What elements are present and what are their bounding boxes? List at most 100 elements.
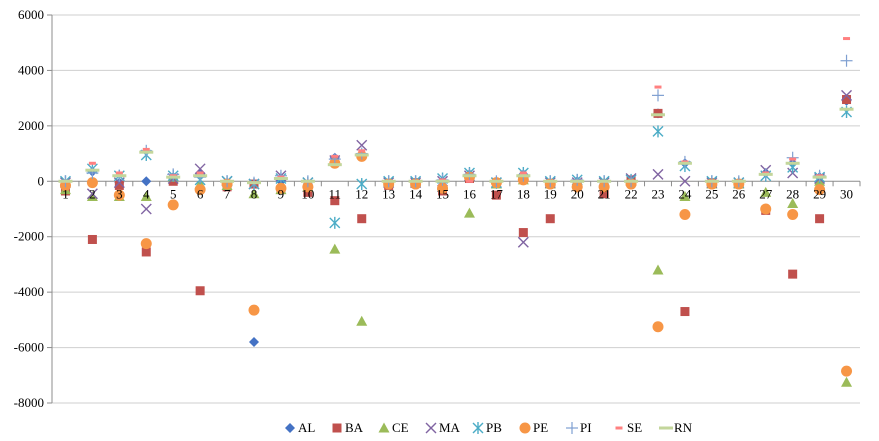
x-tick-label: 2 xyxy=(89,186,96,201)
data-point-rn xyxy=(435,179,450,183)
data-point-rn xyxy=(543,179,558,183)
data-point-ce xyxy=(463,207,475,218)
data-point-rn xyxy=(597,179,612,183)
data-point-se xyxy=(358,149,366,153)
x-tick-label: 7 xyxy=(224,186,231,201)
x-tick-label: 16 xyxy=(463,186,477,201)
x-tick-label: 1 xyxy=(62,186,69,201)
legend-marker-rn xyxy=(659,426,673,430)
data-point-rn xyxy=(570,179,585,183)
data-point-ba xyxy=(518,228,528,238)
legend-marker-ma xyxy=(425,422,437,434)
data-point-rn xyxy=(516,174,531,178)
legend-label-ba: BA xyxy=(345,420,364,435)
x-tick-label: 6 xyxy=(197,186,204,201)
marker-stroke xyxy=(841,89,853,101)
data-point-ba xyxy=(357,214,367,224)
marker-stroke xyxy=(86,188,98,200)
legend-marker-pb xyxy=(472,422,484,434)
x-tick-label: 17 xyxy=(490,186,504,201)
data-point-ba xyxy=(599,189,609,199)
legend: AL BA CE MA PB PE PI SE RN xyxy=(285,420,693,435)
data-point-pe xyxy=(86,177,98,189)
legend-marker-al xyxy=(285,423,295,433)
data-point-ba xyxy=(330,196,340,206)
data-point-se xyxy=(331,154,339,158)
legend-label-se: SE xyxy=(627,420,642,435)
legend-marker-ce xyxy=(378,422,390,433)
data-point-ce xyxy=(248,188,260,199)
data-point-se xyxy=(519,171,527,175)
data-point-pe xyxy=(113,189,125,201)
data-point-ba xyxy=(788,269,798,279)
x-tick-label: 12 xyxy=(355,186,368,201)
data-point-se xyxy=(843,37,851,41)
data-point-ma xyxy=(652,168,664,180)
y-tick-label: -4000 xyxy=(14,284,44,299)
data-point-pe xyxy=(167,199,179,211)
x-tick-label: 14 xyxy=(409,186,423,201)
data-point-pe xyxy=(437,182,449,194)
x-tick-label: 24 xyxy=(678,186,692,201)
data-point-al xyxy=(249,337,259,348)
data-points xyxy=(58,37,854,387)
data-point-rn xyxy=(85,168,100,172)
x-tick-label: 5 xyxy=(170,186,177,201)
y-tick-label: 2000 xyxy=(18,118,44,133)
data-point-pe xyxy=(841,365,853,377)
data-point-ce xyxy=(652,264,664,275)
data-point-se xyxy=(196,171,204,175)
legend-label-pb: PB xyxy=(486,420,502,435)
marker-stroke xyxy=(517,236,529,248)
data-point-ma xyxy=(679,175,691,187)
data-point-rn xyxy=(651,113,665,117)
data-point-se xyxy=(115,171,123,175)
data-point-rn xyxy=(300,179,315,183)
data-point-rn xyxy=(112,174,127,178)
data-point-rn xyxy=(489,179,504,183)
data-point-ce xyxy=(679,191,691,202)
data-point-pe xyxy=(194,184,206,196)
x-tick-label: 25 xyxy=(705,186,718,201)
legend-marker-pi xyxy=(566,422,578,434)
series-ba xyxy=(60,95,852,317)
data-point-ba xyxy=(545,214,555,224)
data-point-rn xyxy=(139,150,154,154)
legend-label-rn: RN xyxy=(674,420,693,435)
data-point-ce xyxy=(140,191,152,202)
series-pi xyxy=(59,54,853,189)
data-point-pe xyxy=(679,209,691,221)
x-tick-label: 8 xyxy=(251,186,258,201)
series-ma xyxy=(59,89,853,248)
data-point-rn xyxy=(327,163,342,167)
data-point-pe xyxy=(652,321,664,333)
x-tick-label: 30 xyxy=(840,186,853,201)
legend-marker-pe xyxy=(519,422,531,434)
data-point-pe xyxy=(248,304,260,316)
y-tick-label: -2000 xyxy=(14,229,44,244)
y-tick-label: 6000 xyxy=(18,7,44,22)
data-point-pb xyxy=(652,125,664,138)
data-point-rn xyxy=(839,107,854,111)
data-point-rn xyxy=(166,175,181,179)
legend-marker-se xyxy=(615,426,623,430)
x-tick-label: 18 xyxy=(517,186,530,201)
data-point-pe xyxy=(275,182,287,194)
data-point-ce xyxy=(760,186,772,197)
legend-marker-ba xyxy=(332,423,342,433)
x-tick-label: 21 xyxy=(598,186,611,201)
x-tick-label: 13 xyxy=(382,186,395,201)
data-point-se xyxy=(789,157,797,161)
data-point-se xyxy=(142,147,150,151)
legend-label-pi: PI xyxy=(580,420,592,435)
axes xyxy=(47,14,861,404)
series-pb xyxy=(59,106,853,229)
data-point-se xyxy=(654,85,662,89)
x-tick-label: 26 xyxy=(732,186,746,201)
legend-label-ce: CE xyxy=(392,420,409,435)
legend-label-ma: MA xyxy=(439,420,461,435)
data-point-ce xyxy=(356,315,368,326)
x-tick-label: 28 xyxy=(786,186,799,201)
data-point-se xyxy=(88,161,96,165)
data-point-pe xyxy=(814,184,826,196)
